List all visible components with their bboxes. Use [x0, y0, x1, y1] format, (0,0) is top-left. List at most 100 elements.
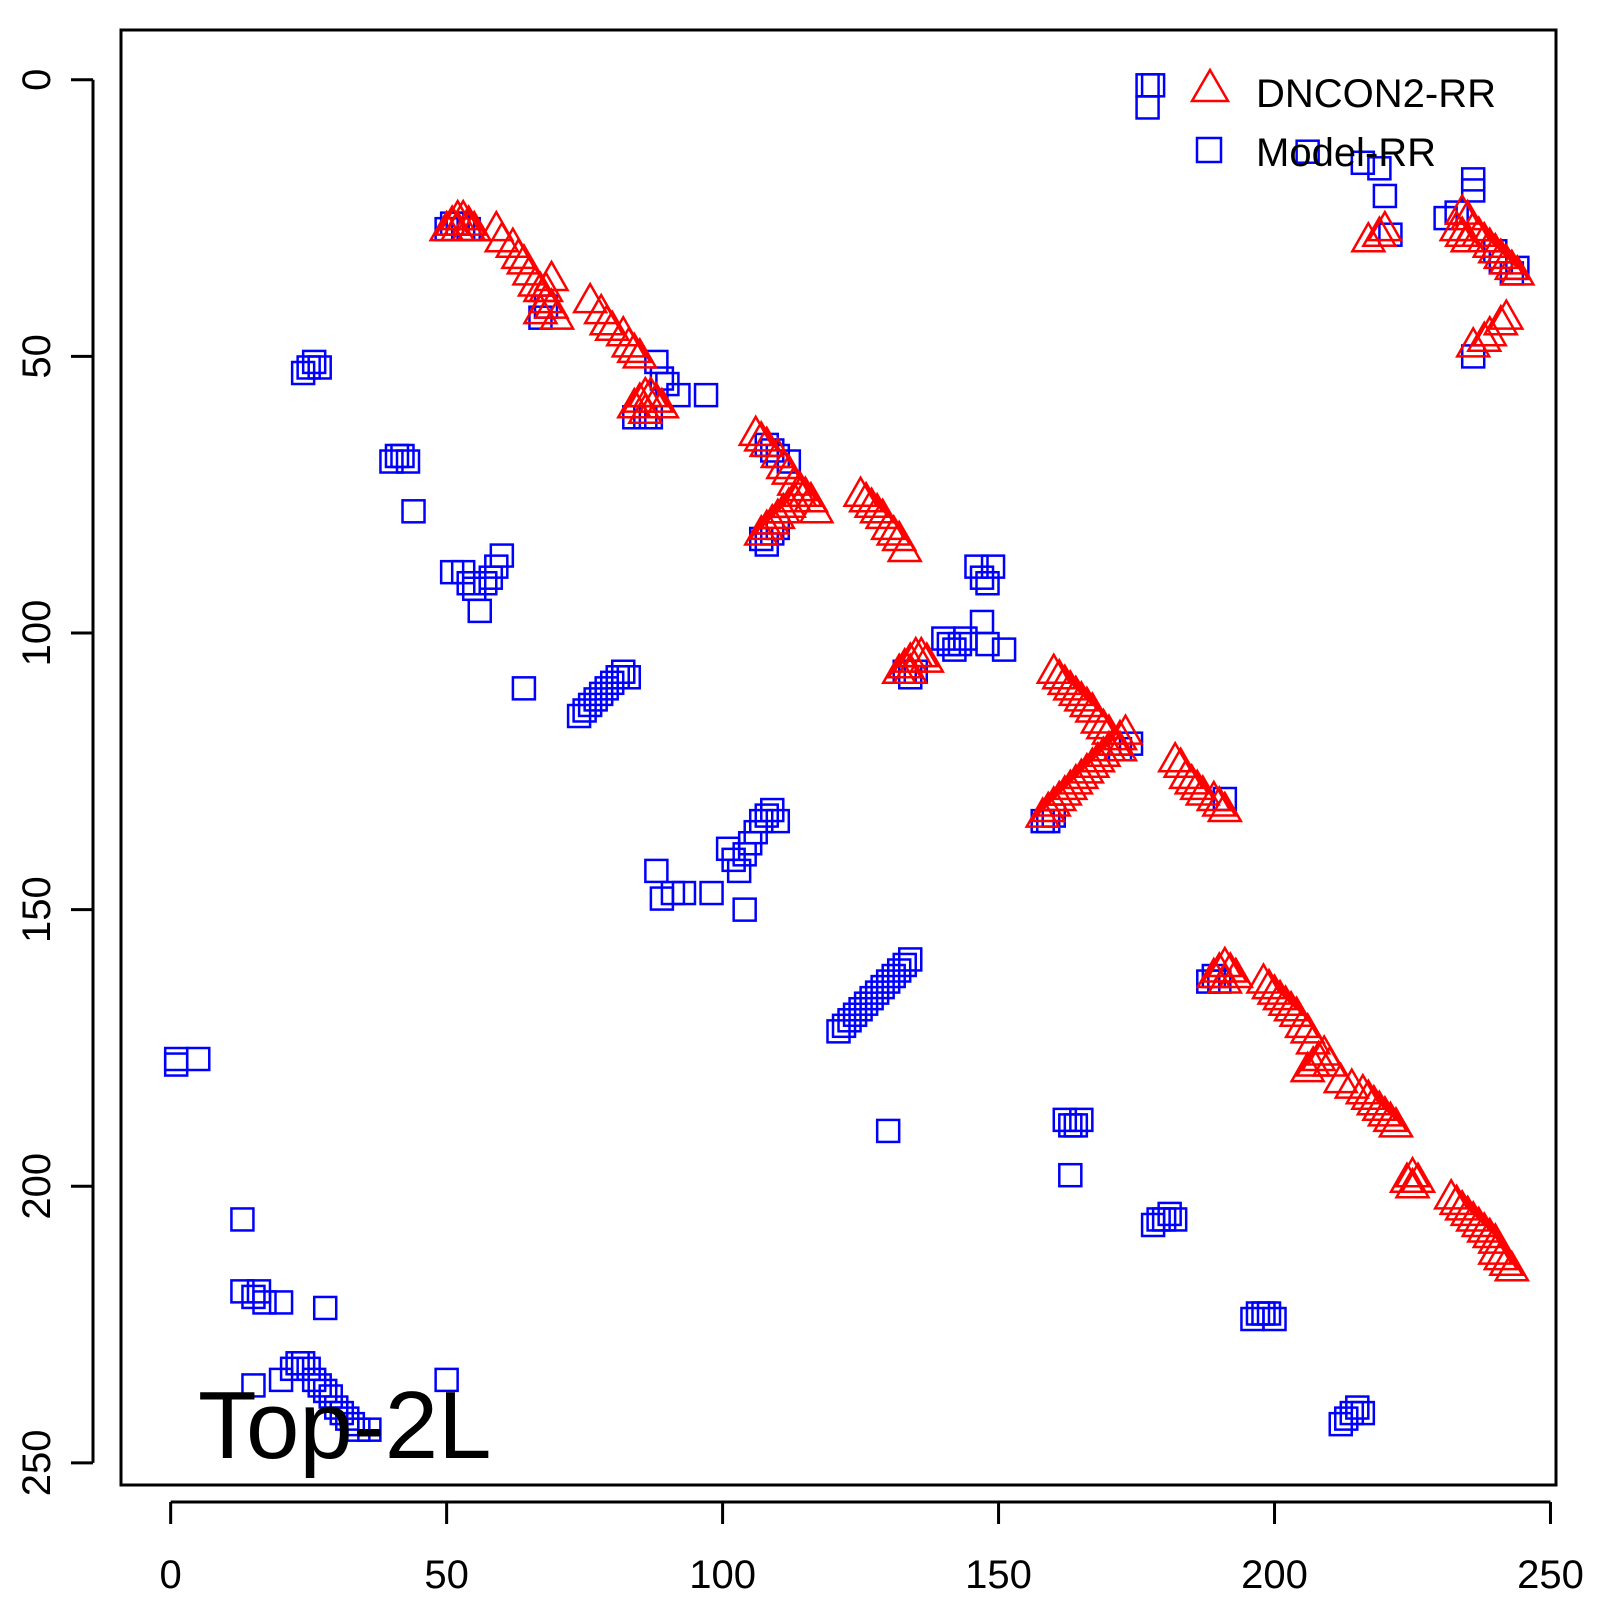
x-tick-label: 250 [1517, 1553, 1584, 1597]
point-dncon2-rr [1107, 713, 1144, 745]
point-dncon2-rr [1041, 779, 1078, 812]
point-model-rr [991, 637, 1017, 662]
point-dncon2-rr [743, 419, 780, 452]
point-model-rr [975, 631, 1000, 657]
point-model-rr [765, 808, 791, 834]
point-dncon2-rr [1361, 215, 1398, 247]
point-model-rr [875, 1118, 901, 1144]
point-model-rr [1345, 1395, 1370, 1420]
point-model-rr [1367, 156, 1392, 181]
point-model-rr [726, 858, 752, 884]
point-model-rr [892, 952, 917, 978]
point-model-rr [693, 382, 719, 408]
point-model-rr [390, 443, 415, 469]
point-model-rr [1135, 95, 1160, 120]
point-dncon2-rr [1195, 956, 1232, 989]
annotation-label: Top-2L [198, 1372, 492, 1479]
point-dncon2-rr [908, 641, 945, 673]
point-model-rr [1157, 1201, 1182, 1227]
point-dncon2-rr [1283, 1006, 1321, 1039]
point-dncon2-rr [886, 530, 923, 563]
point-model-rr [975, 570, 1000, 596]
point-dncon2-rr [483, 220, 520, 253]
point-model-rr [1262, 1306, 1287, 1332]
point-model-rr [230, 1207, 255, 1232]
point-dncon2-rr [1063, 757, 1100, 790]
point-dncon2-rr [748, 508, 785, 541]
point-model-rr [1256, 1301, 1282, 1326]
point-dncon2-rr [1206, 790, 1244, 823]
point-model-rr [163, 1052, 189, 1077]
point-dncon2-rr [1300, 1039, 1337, 1072]
point-dncon2-rr [1372, 1100, 1409, 1133]
x-tick-label: 200 [1241, 1553, 1308, 1597]
point-model-rr [1140, 73, 1166, 98]
point-dncon2-rr [571, 281, 609, 314]
point-model-rr [947, 631, 973, 657]
point-model-rr [1295, 139, 1320, 164]
point-dncon2-rr [1449, 220, 1486, 253]
point-dncon2-rr [1482, 303, 1519, 336]
point-dncon2-rr [1206, 962, 1244, 994]
point-dncon2-rr [1096, 724, 1133, 756]
point-model-rr [1162, 1207, 1188, 1232]
point-dncon2-rr [1179, 768, 1216, 801]
y-tick-label: 150 [15, 876, 59, 943]
point-model-rr [395, 449, 421, 474]
point-model-rr [340, 1411, 366, 1437]
x-tick-label: 150 [965, 1553, 1032, 1597]
point-dncon2-rr [1394, 1155, 1431, 1188]
point-dncon2-rr [533, 259, 570, 292]
legend-marker-dncon2-rr [1189, 67, 1231, 103]
point-dncon2-rr [1377, 1105, 1415, 1138]
point-dncon2-rr [776, 480, 813, 513]
point-dncon2-rr [765, 447, 802, 480]
point-model-rr [268, 1290, 294, 1315]
point-dncon2-rr [886, 646, 923, 679]
point-dncon2-rr [1466, 320, 1503, 353]
point-dncon2-rr [1322, 1061, 1359, 1094]
point-dncon2-rr [765, 491, 802, 524]
point-model-rr [1063, 1113, 1089, 1138]
point-dncon2-rr [450, 209, 487, 242]
y-tick-label: 100 [15, 600, 59, 667]
point-dncon2-rr [1035, 785, 1072, 817]
point-dncon2-rr [1052, 768, 1089, 801]
point-dncon2-rr [1499, 253, 1536, 286]
point-model-rr [616, 665, 642, 690]
point-dncon2-rr [450, 204, 487, 236]
point-dncon2-rr [1488, 298, 1525, 330]
point-dncon2-rr [1074, 746, 1111, 779]
point-dncon2-rr [588, 303, 625, 336]
point-dncon2-rr [1444, 215, 1481, 247]
point-model-rr [489, 543, 515, 568]
legend: DNCON2-RR Model-RR [1189, 67, 1496, 175]
point-dncon2-rr [621, 336, 658, 369]
point-model-rr [898, 947, 923, 972]
point-dncon2-rr [770, 486, 807, 519]
point-dncon2-rr [858, 491, 896, 524]
point-dncon2-rr [616, 386, 653, 419]
point-model-rr [1058, 1162, 1083, 1188]
point-dncon2-rr [627, 392, 664, 424]
point-model-rr [732, 897, 757, 922]
point-dncon2-rr [1068, 685, 1106, 718]
point-model-rr [1372, 183, 1398, 209]
y-tick-label: 200 [15, 1153, 59, 1220]
point-dncon2-rr [1333, 1067, 1370, 1099]
point-dncon2-rr [1350, 220, 1387, 253]
y-tick-label: 250 [15, 1429, 59, 1496]
point-dncon2-rr [1030, 790, 1067, 823]
point-model-rr [511, 676, 537, 701]
point-dncon2-rr [1366, 209, 1404, 242]
point-dncon2-rr [616, 331, 653, 364]
y-tick-label: 50 [15, 334, 59, 379]
point-dncon2-rr [1217, 956, 1255, 989]
x-tick-label: 0 [160, 1553, 182, 1597]
point-dncon2-rr [1057, 762, 1094, 795]
point-dncon2-rr [643, 386, 681, 419]
point-dncon2-rr [1079, 740, 1117, 773]
point-dncon2-rr [1090, 729, 1128, 762]
point-dncon2-rr [1394, 1166, 1431, 1199]
